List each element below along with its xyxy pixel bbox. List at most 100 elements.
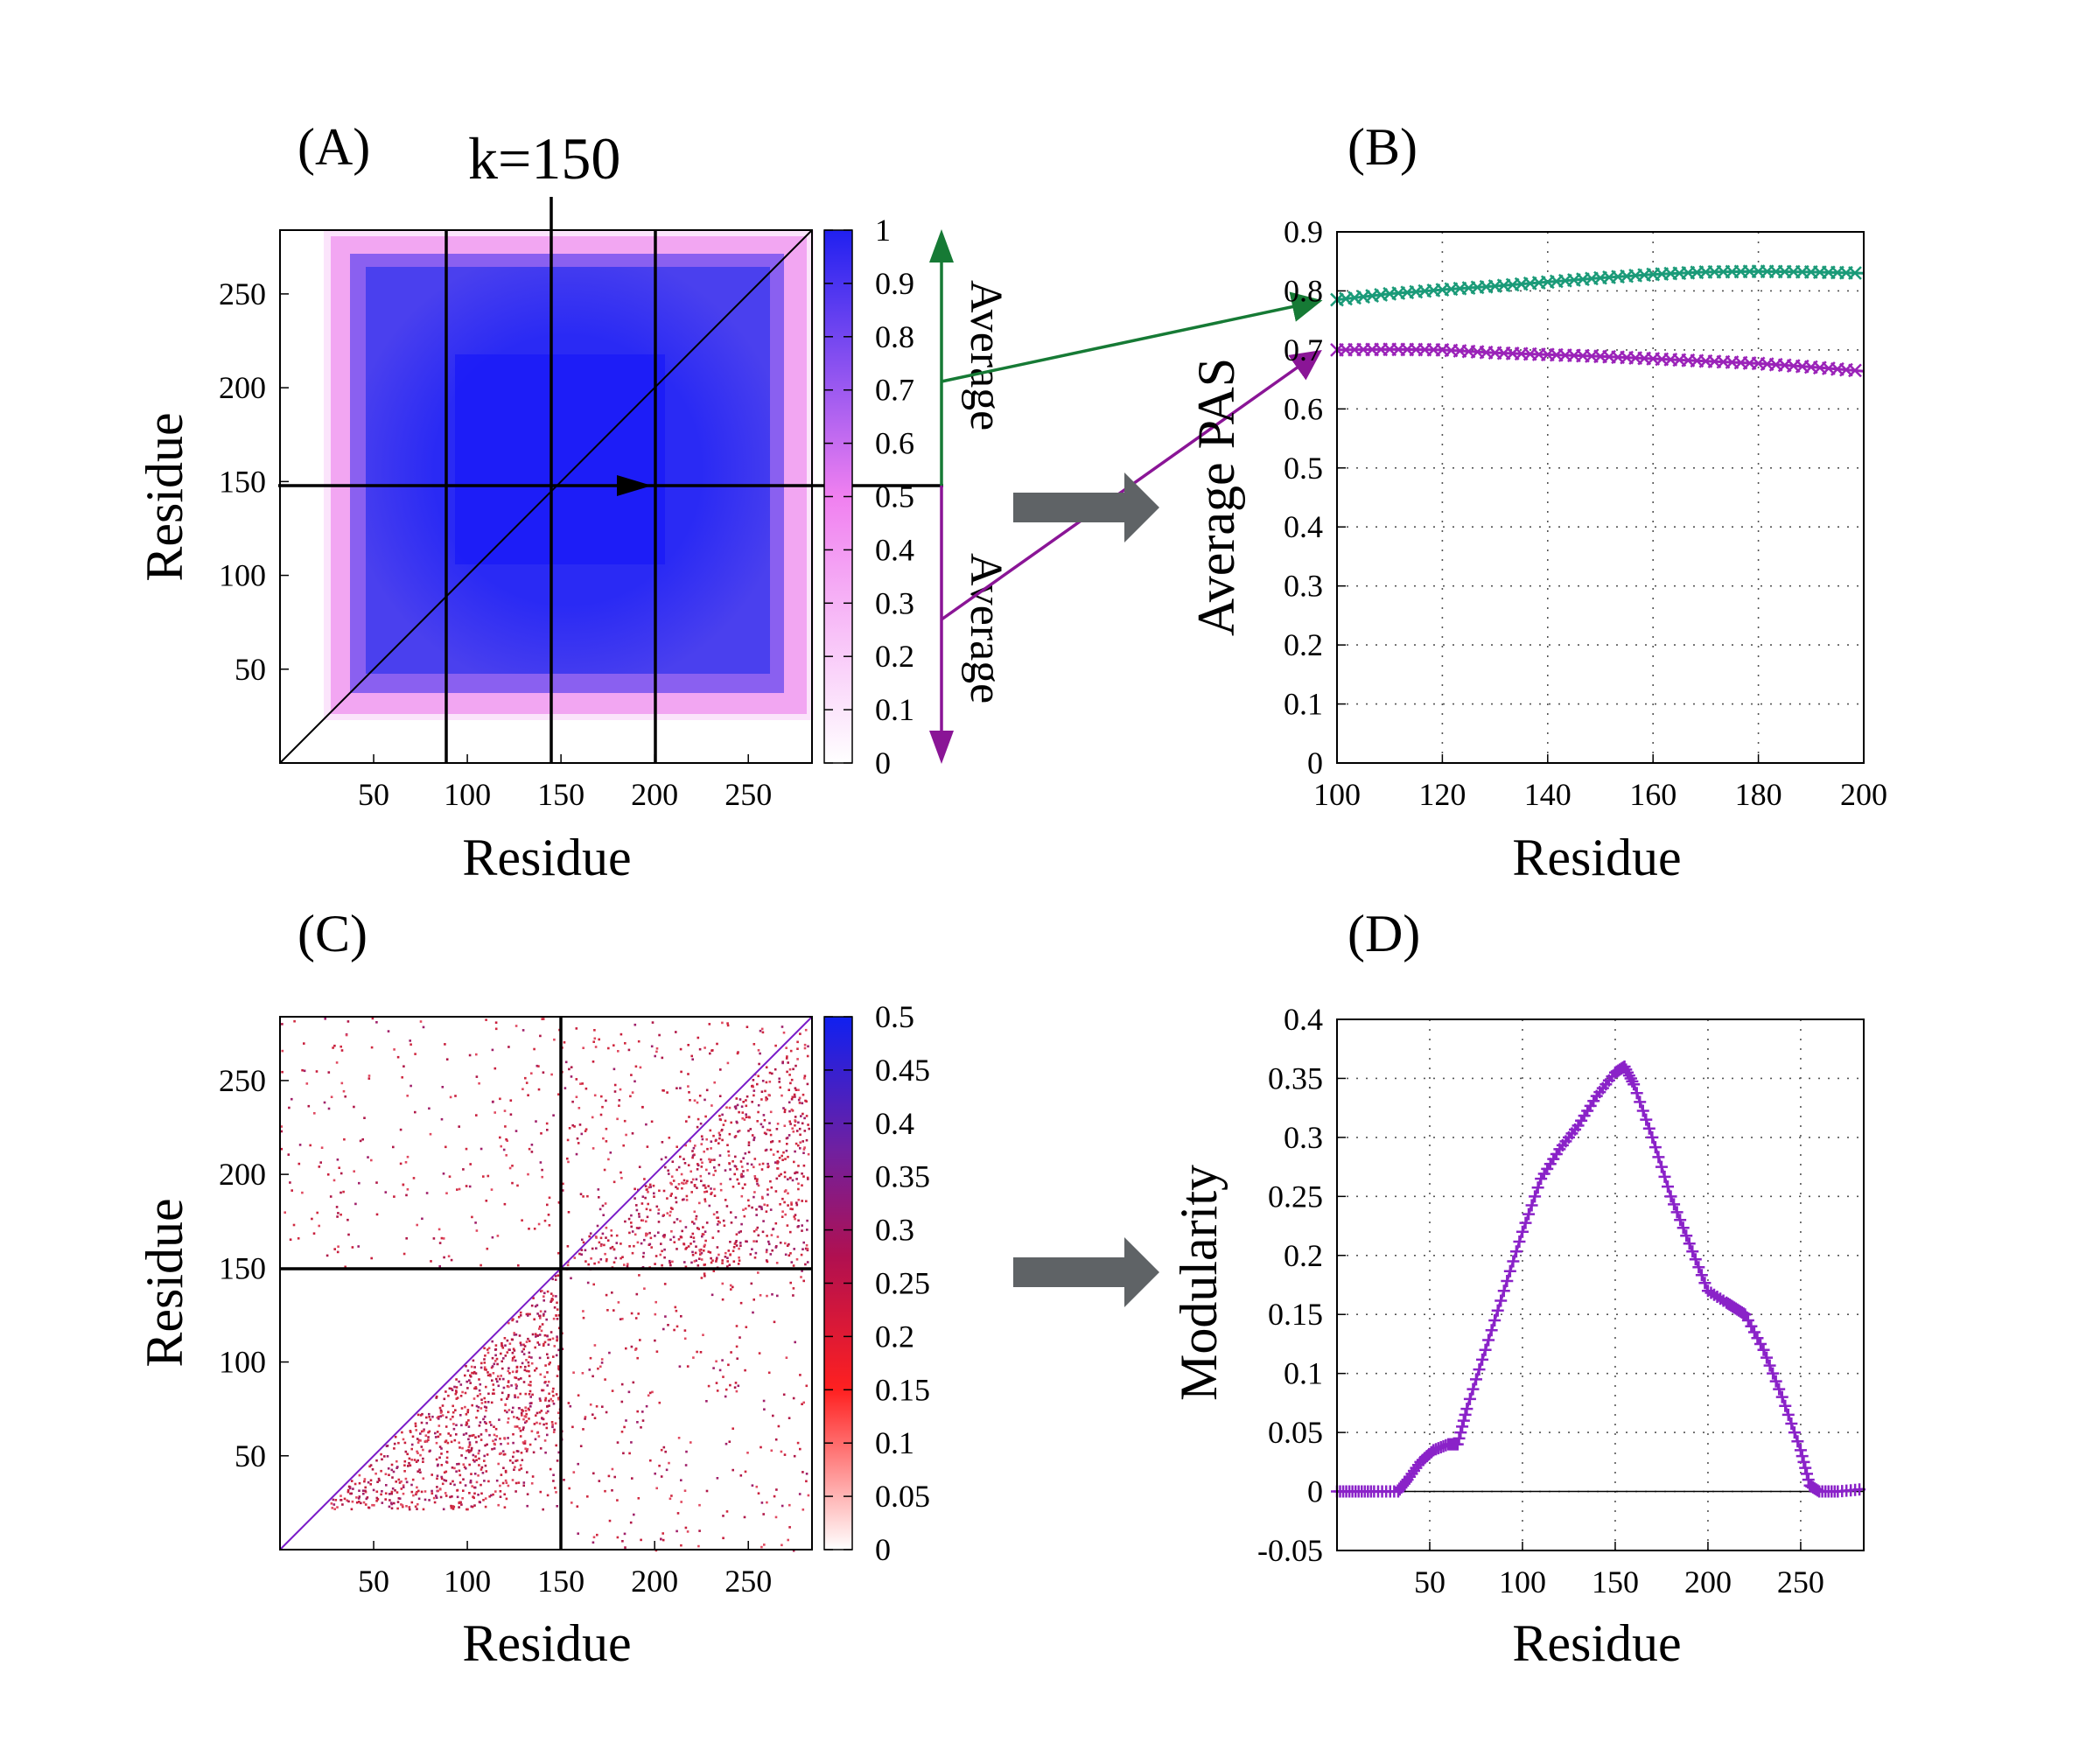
contact-dot [713, 1158, 716, 1161]
contact-dot [699, 1174, 703, 1178]
contact-dot [360, 1502, 362, 1505]
contact-dot [792, 1287, 795, 1290]
contact-dot [627, 1048, 631, 1052]
contact-dot [528, 1355, 531, 1359]
contact-dot [718, 1142, 720, 1144]
contact-dot [789, 1082, 792, 1085]
contact-dot [781, 1158, 784, 1161]
contact-dot [735, 1240, 738, 1242]
contact-dot [514, 1359, 517, 1362]
contact-dot [675, 1309, 678, 1312]
contact-dot [486, 1351, 490, 1354]
contact-dot [662, 1214, 665, 1217]
contact-dot [493, 1362, 496, 1366]
contact-dot [499, 1484, 501, 1488]
contact-dot [768, 1129, 772, 1131]
contact-dot [519, 1464, 522, 1466]
contact-dot [450, 1440, 453, 1444]
contact-dot [613, 1090, 617, 1093]
contact-dot [478, 1378, 480, 1381]
contact-dot [680, 1501, 682, 1503]
contact-dot [528, 1340, 531, 1342]
x-tick-label: 180 [1735, 777, 1782, 812]
contact-dot [778, 1140, 781, 1143]
contact-dot [807, 1152, 810, 1156]
contact-dot [564, 1060, 568, 1064]
contact-dot [364, 1490, 368, 1494]
contact-dot [329, 1195, 332, 1198]
series-marker [1751, 1332, 1764, 1345]
contact-dot [634, 1233, 637, 1236]
contact-dot [507, 1484, 510, 1488]
contact-dot [786, 1143, 788, 1145]
y-tick-label: 0.3 [1284, 569, 1323, 604]
contact-dot [441, 1482, 444, 1486]
contact-dot [556, 1460, 559, 1462]
contact-dot [637, 1312, 640, 1315]
contact-dot [784, 1213, 787, 1216]
contact-dot [480, 1433, 483, 1436]
contact-dot [801, 1122, 804, 1125]
contact-dot [724, 1199, 727, 1201]
contact-dot [545, 1411, 548, 1415]
frame-a [279, 229, 813, 764]
contact-dot [638, 1274, 640, 1277]
contact-dot [571, 1100, 574, 1103]
contact-dot [543, 1439, 547, 1442]
contact-dot [462, 1489, 465, 1492]
contact-dot [447, 1410, 450, 1414]
contact-dot [505, 1481, 508, 1484]
contact-dot [422, 1508, 425, 1511]
colorbar-tick-label: 0.6 [875, 426, 914, 461]
contact-dot [543, 1292, 546, 1295]
contact-dot [542, 1299, 545, 1302]
contact-dot [795, 1258, 799, 1261]
contact-dot [402, 1065, 405, 1068]
series-line-1 [1337, 1064, 1865, 1494]
series-marker [1788, 1426, 1801, 1439]
series-marker [1646, 1130, 1659, 1144]
colorbar-a-ticks: 00.10.20.30.40.50.60.70.80.91 [824, 213, 914, 780]
contact-dot [340, 1213, 342, 1216]
contact-dot [542, 1071, 545, 1074]
contact-dot [417, 1438, 421, 1442]
contact-dot [700, 1277, 704, 1279]
contact-dot [355, 1496, 358, 1499]
contact-dot [419, 1453, 422, 1457]
contact-dot [502, 1386, 506, 1390]
contact-dot [680, 1236, 682, 1239]
contact-dot [427, 1436, 430, 1438]
contact-dot [557, 1451, 560, 1454]
contact-dot [756, 1226, 760, 1229]
contact-dot [679, 1087, 682, 1089]
contact-dot [504, 1471, 508, 1474]
contact-dot [732, 1250, 735, 1252]
contact-dot [683, 1337, 687, 1340]
contact-dot [494, 1490, 497, 1493]
ylabel-a: Residue [136, 412, 193, 581]
contact-dot [718, 1115, 721, 1117]
contact-dot [474, 1436, 477, 1438]
series-marker [1454, 1426, 1467, 1439]
contact-dot [366, 1496, 369, 1499]
contact-dot [721, 1282, 724, 1285]
contact-dot [789, 1281, 792, 1284]
contact-dot [738, 1259, 741, 1262]
contact-dot [691, 1232, 695, 1236]
contact-dot [336, 1506, 339, 1508]
y-tick-label: 0.2 [1284, 627, 1323, 662]
contact-dot [443, 1256, 445, 1259]
contact-dot [552, 1480, 555, 1482]
contact-dot [501, 1481, 505, 1485]
contact-dot [522, 1484, 525, 1488]
contact-dot [582, 1241, 585, 1244]
contact-dot [620, 1032, 623, 1036]
contact-dot [792, 1294, 794, 1297]
contact-dot [438, 1242, 442, 1244]
contact-dot [755, 1485, 759, 1488]
contact-dot [432, 1496, 436, 1500]
series-marker [1473, 1363, 1486, 1376]
contact-dot [782, 1107, 785, 1110]
contact-dot [518, 1468, 521, 1472]
contact-dot [801, 1172, 803, 1175]
